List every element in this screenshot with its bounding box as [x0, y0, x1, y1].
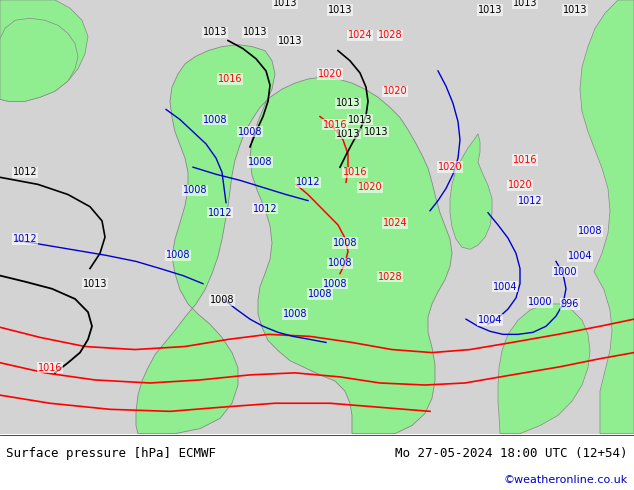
- Polygon shape: [136, 45, 452, 434]
- Text: 1008: 1008: [248, 157, 272, 167]
- Text: 1008: 1008: [328, 258, 353, 269]
- Polygon shape: [450, 134, 492, 249]
- Text: 1012: 1012: [253, 204, 277, 214]
- Text: 1008: 1008: [283, 309, 307, 319]
- Polygon shape: [580, 0, 634, 434]
- Text: 1012: 1012: [295, 177, 320, 187]
- Text: 1013: 1013: [336, 98, 360, 108]
- Text: 1013: 1013: [563, 5, 587, 15]
- Text: 1016: 1016: [513, 155, 537, 165]
- Text: 1020: 1020: [508, 180, 533, 191]
- Text: 1000: 1000: [553, 267, 577, 276]
- Text: 1004: 1004: [568, 251, 592, 261]
- Text: 1008: 1008: [238, 127, 262, 137]
- Text: 1013: 1013: [364, 127, 388, 137]
- Text: 1008: 1008: [165, 250, 190, 260]
- Text: 1020: 1020: [437, 162, 462, 172]
- Text: Mo 27-05-2024 18:00 UTC (12+54): Mo 27-05-2024 18:00 UTC (12+54): [395, 447, 628, 460]
- Text: 1016: 1016: [343, 167, 367, 177]
- Polygon shape: [498, 304, 590, 434]
- Text: 1012: 1012: [518, 196, 542, 206]
- Text: 996: 996: [561, 299, 579, 309]
- Text: 1013: 1013: [278, 36, 302, 46]
- Text: Surface pressure [hPa] ECMWF: Surface pressure [hPa] ECMWF: [6, 447, 216, 460]
- Text: 1024: 1024: [347, 30, 372, 41]
- Text: 1008: 1008: [203, 115, 227, 124]
- Text: 1008: 1008: [210, 295, 234, 305]
- Text: 1008: 1008: [307, 289, 332, 299]
- Text: 1012: 1012: [208, 208, 232, 218]
- Text: 1013: 1013: [83, 279, 107, 289]
- Text: 1008: 1008: [323, 279, 347, 289]
- Text: 1028: 1028: [378, 30, 403, 41]
- Polygon shape: [0, 0, 88, 101]
- Text: 1004: 1004: [493, 282, 517, 292]
- Text: 1016: 1016: [323, 120, 347, 130]
- Text: 1013: 1013: [203, 27, 227, 37]
- Text: 1020: 1020: [318, 69, 342, 79]
- Text: 1013: 1013: [348, 115, 372, 124]
- Text: 1012: 1012: [13, 167, 37, 177]
- Text: 1008: 1008: [333, 238, 357, 248]
- Text: 1004: 1004: [478, 315, 502, 325]
- Text: 1028: 1028: [378, 271, 403, 282]
- Text: ©weatheronline.co.uk: ©weatheronline.co.uk: [503, 475, 628, 485]
- Text: 1020: 1020: [358, 182, 382, 193]
- Text: 1013: 1013: [336, 129, 360, 139]
- Text: 1013: 1013: [513, 0, 537, 8]
- Text: 1013: 1013: [328, 5, 353, 15]
- Text: 1008: 1008: [578, 226, 602, 236]
- Text: 1012: 1012: [13, 234, 37, 244]
- Text: 1013: 1013: [273, 0, 297, 8]
- Text: 1020: 1020: [383, 86, 407, 96]
- Text: 1013: 1013: [478, 5, 502, 15]
- Text: 1016: 1016: [38, 363, 62, 373]
- Text: 1013: 1013: [243, 27, 268, 37]
- Polygon shape: [0, 18, 78, 101]
- Text: 1024: 1024: [383, 218, 407, 228]
- Text: 1000: 1000: [527, 297, 552, 307]
- Text: 1016: 1016: [217, 74, 242, 84]
- Text: 1008: 1008: [183, 186, 207, 196]
